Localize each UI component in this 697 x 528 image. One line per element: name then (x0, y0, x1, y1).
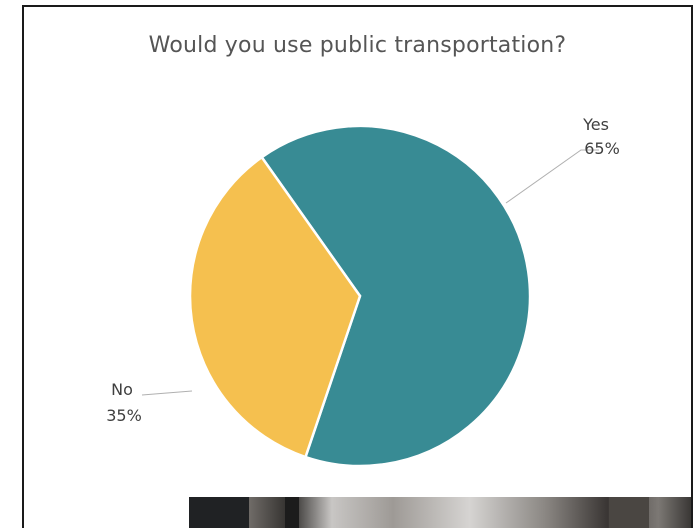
slice-label-yes: Yes (582, 115, 609, 134)
chart-title: Would you use public transportation? (148, 33, 567, 58)
slice-value-no: 35% (106, 406, 142, 425)
pie-slice-no (188, 155, 362, 459)
leader-line-yes (505, 149, 599, 204)
pie-slice-yes (260, 124, 532, 468)
leader-line-no (141, 390, 193, 396)
photo-background (189, 497, 691, 528)
pie-chart: Yes 65% No 35% (106, 115, 620, 468)
chart-frame: Would you use public transportation? Yes… (22, 5, 693, 528)
slice-value-yes: 65% (584, 139, 620, 158)
slice-label-no: No (111, 380, 133, 399)
